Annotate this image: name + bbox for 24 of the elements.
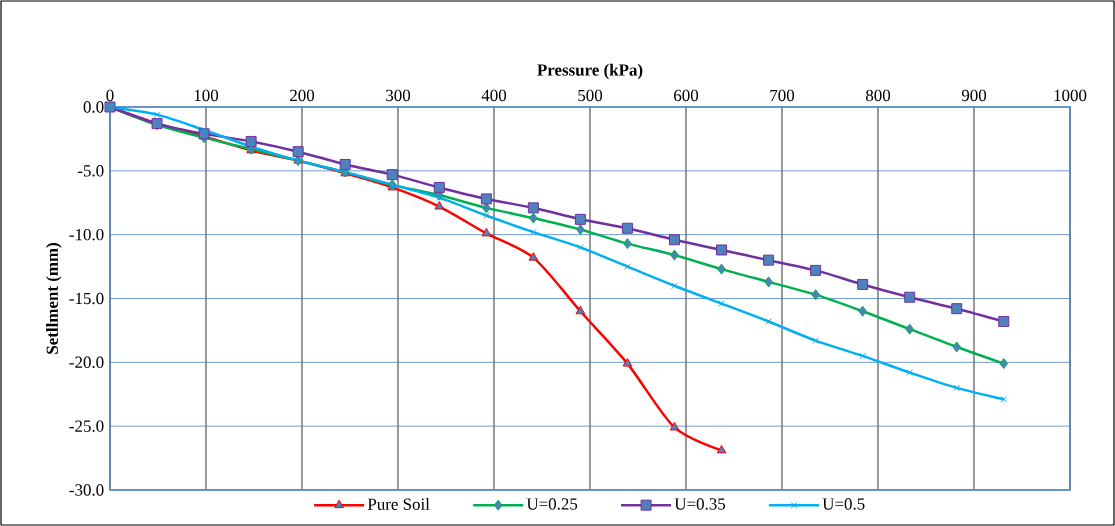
x-tick-label: 1000 [1054,89,1087,102]
y-tick-label: -10.0 [69,228,104,241]
legend-label: U=0.35 [674,498,726,510]
y-tick-label: -5.0 [77,165,104,177]
x-tick-label: 300 [386,89,411,102]
x-tick-label: 400 [481,89,507,102]
x-tick-label: 0 [106,89,114,102]
x-tick-label: 900 [961,89,987,102]
x-tick-label: 200 [290,89,315,102]
legend-label: Pure Soil [367,498,430,510]
y-tick-label: -20.0 [69,356,104,369]
y-tick-label: -15.0 [69,292,104,305]
y-axis-title: Setllment (mm) [46,243,62,354]
legend-label: U=0.25 [526,498,578,510]
x-tick-label: 500 [578,89,603,102]
legend-label: U=0.5 [822,498,865,510]
x-tick-label: 700 [770,89,795,102]
x-tick-label: 600 [674,89,699,102]
x-tick-label: 100 [194,89,219,102]
y-tick-label: 0.0 [83,101,104,113]
x-tick-label: 800 [865,89,891,102]
y-tick-label: -30.0 [69,484,104,496]
x-axis-title: Pressure (kPa) [537,63,643,80]
y-tick-label: -25.0 [69,420,104,432]
